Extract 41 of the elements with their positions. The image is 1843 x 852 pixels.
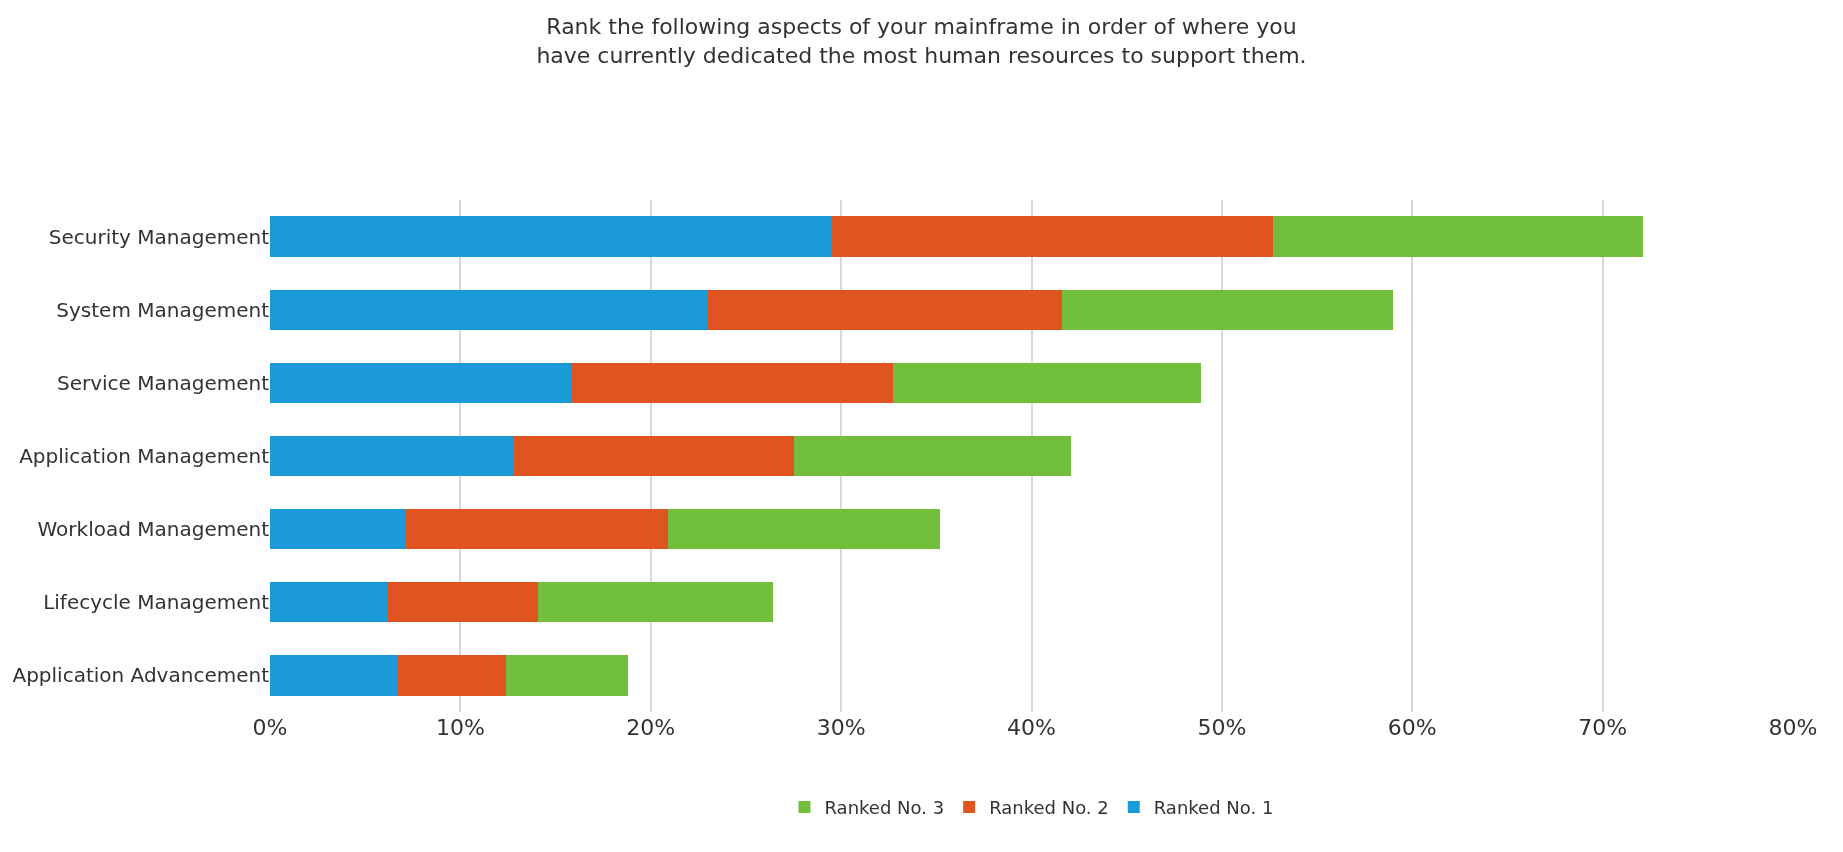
bar	[397, 655, 507, 696]
y-tick-label: Security Management	[48, 224, 270, 249]
bar	[892, 362, 1201, 403]
y-tick-label: Application Management	[19, 444, 270, 468]
y-tick-label: Lifecycle Management	[43, 590, 270, 615]
y-tick-label: Service Management	[56, 370, 270, 395]
x-tick-label: 40%	[1007, 715, 1056, 740]
x-tick-label: 30%	[816, 715, 866, 740]
bar	[270, 655, 398, 696]
bar	[270, 289, 708, 330]
x-tick-label: 20%	[626, 715, 676, 740]
bar	[270, 435, 514, 477]
x-tick-label: 10%	[435, 715, 485, 740]
legend-label: Ranked No. 2	[989, 797, 1109, 819]
x-tick-label: 50%	[1197, 715, 1247, 740]
x-tick-label: 0%	[252, 715, 288, 740]
legend-label: Ranked No. 1	[1153, 797, 1274, 819]
x-tick-label: 60%	[1387, 715, 1437, 740]
x-tick-label: 80%	[1768, 715, 1818, 740]
legend-label: Ranked No. 3	[824, 797, 945, 819]
bar	[1061, 289, 1394, 330]
chart-title: Rank the following aspects of your mainframe in order of where you have currently dedicated the most human resources to support them.	[536, 14, 1307, 68]
bar	[793, 435, 1072, 477]
bar	[270, 509, 406, 550]
bar	[570, 362, 893, 403]
bar	[831, 216, 1274, 257]
bar	[513, 435, 794, 477]
y-tick-label: System Management	[56, 297, 270, 322]
x-tick-label: 70%	[1578, 715, 1628, 740]
bar	[388, 582, 539, 623]
y-tick-label: Application Advancement	[12, 663, 270, 688]
bar	[270, 216, 832, 257]
y-tick-label: Workload Management	[37, 517, 270, 542]
bar	[1273, 216, 1643, 257]
bar	[667, 509, 941, 550]
bar	[506, 655, 628, 696]
bar	[538, 582, 773, 623]
bar	[405, 509, 668, 550]
bar	[707, 289, 1062, 330]
bar	[270, 362, 571, 403]
bar	[270, 582, 389, 623]
